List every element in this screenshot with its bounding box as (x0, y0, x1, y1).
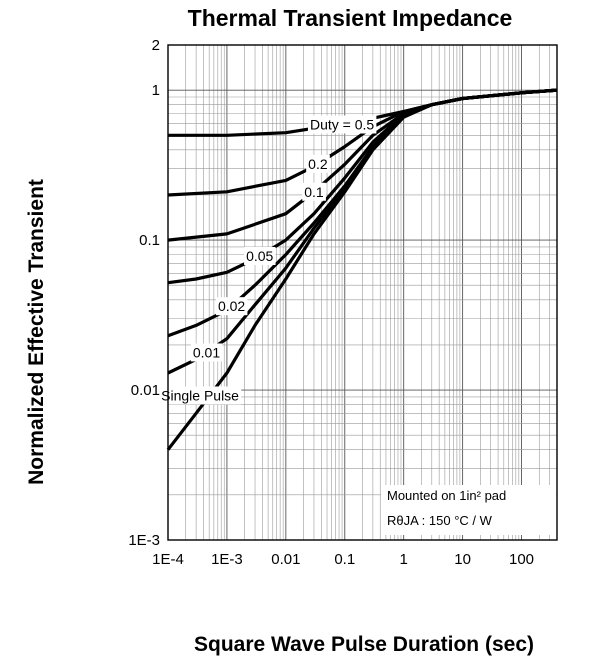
series-label-background (215, 297, 248, 316)
tick-labels: 1E-4 1E-3 0.01 0.1 1 10 100 1E-3 0.01 0.1 1 2 (128, 37, 534, 568)
y-tick-label: 0.01 (131, 382, 160, 399)
y-tick-label: 0.1 (139, 232, 160, 249)
mounting-note: Mounted on 1in² pad RθJA : 150 °C / W (381, 485, 556, 535)
x-tick-label: 10 (454, 551, 471, 568)
mounting-note-background (381, 485, 556, 535)
mounting-note-line-1: Mounted on 1in² pad (387, 488, 506, 503)
series-line (166, 88, 558, 451)
x-tick-label: 0.1 (334, 551, 355, 568)
series-label: Duty = 0.5 (310, 117, 374, 133)
y-tick-label: 1 (152, 82, 160, 99)
x-tick-label: 1 (400, 551, 408, 568)
x-tick-label: 1E-3 (211, 551, 243, 568)
chart-title: Thermal Transient Impedance (188, 5, 513, 31)
curves (166, 88, 558, 451)
x-tick-label: 100 (509, 551, 534, 568)
series-label-background (302, 182, 326, 201)
series-label: 0.1 (304, 184, 324, 200)
series-label-background (244, 246, 276, 265)
series-label: 0.05 (246, 248, 273, 264)
grid (168, 45, 557, 540)
series-label-background (306, 154, 330, 173)
series-label-background (190, 343, 223, 362)
series-label: 0.2 (308, 156, 328, 172)
plot-frame (167, 44, 558, 541)
x-axis-title: Square Wave Pulse Duration (sec) (194, 633, 534, 656)
series-label: 0.01 (193, 344, 220, 360)
curve-labels: Duty = 0.5 0.2 0.1 0.05 0.02 0.01 Single Pulse (159, 115, 377, 405)
series-label-background (159, 386, 242, 405)
mounting-note-line-2: RθJA : 150 °C / W (387, 513, 493, 528)
y-axis-title: Normalized Effective Transient (25, 179, 48, 485)
y-tick-label: 2 (152, 37, 160, 54)
x-tick-label: 0.01 (271, 551, 300, 568)
series-label: Single Pulse (161, 387, 239, 403)
x-tick-label: 1E-4 (152, 551, 184, 568)
y-tick-label: 1E-3 (128, 532, 160, 549)
series-label: 0.02 (218, 298, 245, 314)
series-label-background (307, 115, 377, 134)
